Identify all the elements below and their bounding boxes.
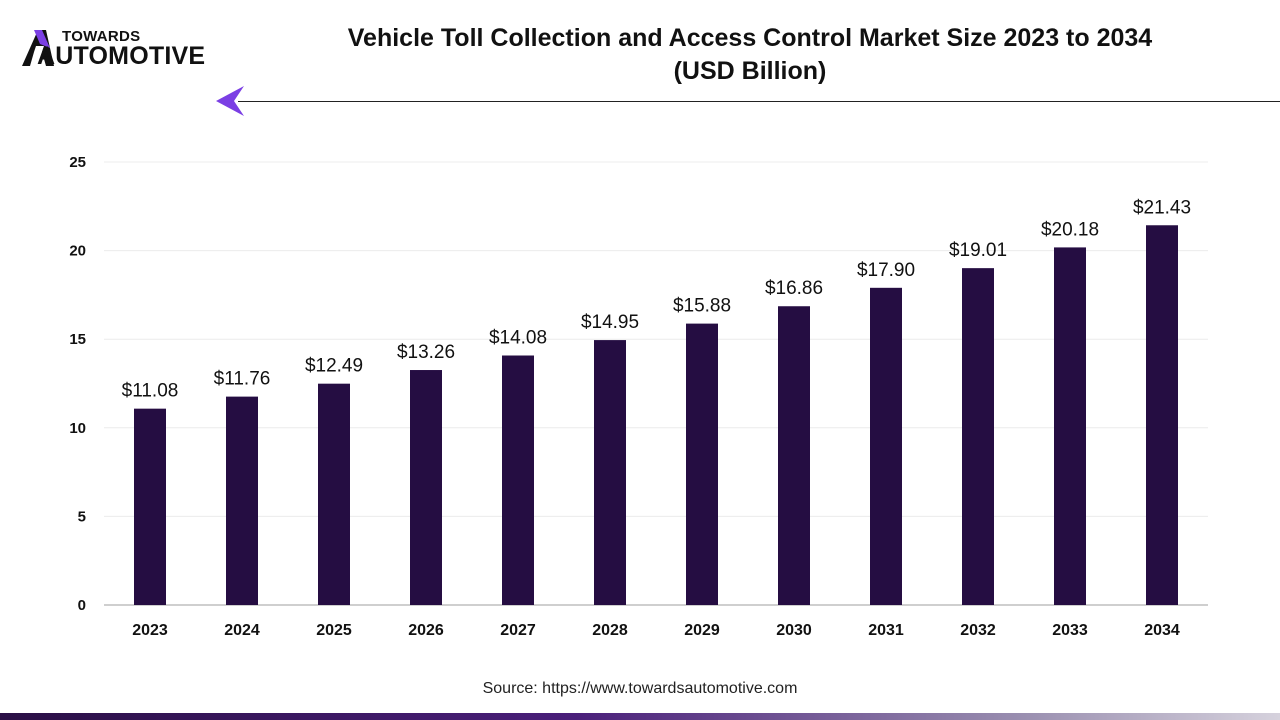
data-label: $16.86	[765, 278, 823, 299]
bar-chart: 0510152025$11.082023$11.762024$12.492025…	[69, 154, 1208, 639]
x-tick-label: 2028	[592, 622, 628, 639]
y-tick-label: 0	[78, 597, 86, 614]
logo-text-top: TOWARDS	[62, 28, 141, 45]
y-tick-label: 5	[78, 508, 86, 525]
x-tick-label: 2031	[868, 622, 904, 639]
logo-mark-icon	[22, 30, 54, 66]
x-tick-label: 2027	[500, 622, 536, 639]
x-tick-label: 2029	[684, 622, 720, 639]
data-label: $11.08	[122, 381, 179, 402]
x-tick-label: 2032	[960, 622, 996, 639]
y-tick-label: 15	[69, 331, 86, 348]
header-divider	[238, 101, 1280, 102]
bar	[134, 408, 166, 605]
y-tick-label: 20	[69, 243, 86, 260]
data-label: $19.01	[949, 240, 1007, 261]
bar	[318, 383, 350, 605]
bar	[686, 323, 718, 605]
bar	[410, 370, 442, 605]
bar	[1146, 225, 1178, 605]
bar	[226, 396, 258, 605]
data-label: $14.95	[581, 312, 639, 333]
x-tick-label: 2026	[408, 622, 444, 639]
x-tick-label: 2033	[1052, 622, 1088, 639]
data-label: $20.18	[1041, 219, 1099, 240]
logo-text-bottom: AUTOMOTIVE	[37, 42, 206, 70]
data-label: $21.43	[1133, 197, 1191, 218]
source-note: Source: https://www.towardsautomotive.co…	[482, 680, 798, 697]
data-label: $17.90	[857, 260, 915, 281]
data-label: $15.88	[673, 296, 731, 317]
data-label: $12.49	[305, 356, 363, 377]
y-tick-label: 25	[69, 154, 86, 171]
bar	[1054, 247, 1086, 605]
x-tick-label: 2023	[132, 622, 168, 639]
x-tick-label: 2025	[316, 622, 352, 639]
footer-gradient-bar	[0, 713, 1280, 720]
x-tick-label: 2034	[1144, 622, 1180, 639]
data-label: $13.26	[397, 342, 455, 363]
x-tick-label: 2024	[224, 622, 260, 639]
back-arrow-icon	[216, 86, 244, 116]
chart-title-line2: (USD Billion)	[673, 57, 827, 85]
data-label: $11.76	[214, 369, 271, 390]
y-tick-label: 10	[69, 420, 86, 437]
data-label: $14.08	[489, 328, 547, 349]
bar	[502, 355, 534, 605]
bar	[594, 340, 626, 605]
brand-logo: TOWARDS AUTOMOTIVE	[20, 28, 230, 72]
x-tick-label: 2030	[776, 622, 812, 639]
bar	[778, 306, 810, 605]
chart-title: Vehicle Toll Collection and Access Contr…	[300, 22, 1200, 88]
bar	[870, 287, 902, 605]
bar	[962, 268, 994, 605]
chart-title-line1: Vehicle Toll Collection and Access Contr…	[347, 24, 1153, 52]
